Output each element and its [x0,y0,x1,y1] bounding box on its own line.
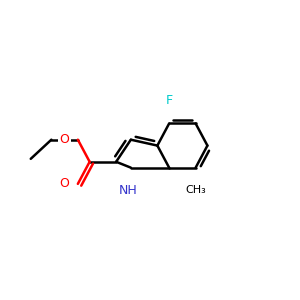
Text: O: O [60,177,70,190]
Text: O: O [60,133,70,146]
Text: CH₃: CH₃ [185,185,206,195]
Text: NH: NH [118,184,137,197]
Text: F: F [166,94,173,107]
